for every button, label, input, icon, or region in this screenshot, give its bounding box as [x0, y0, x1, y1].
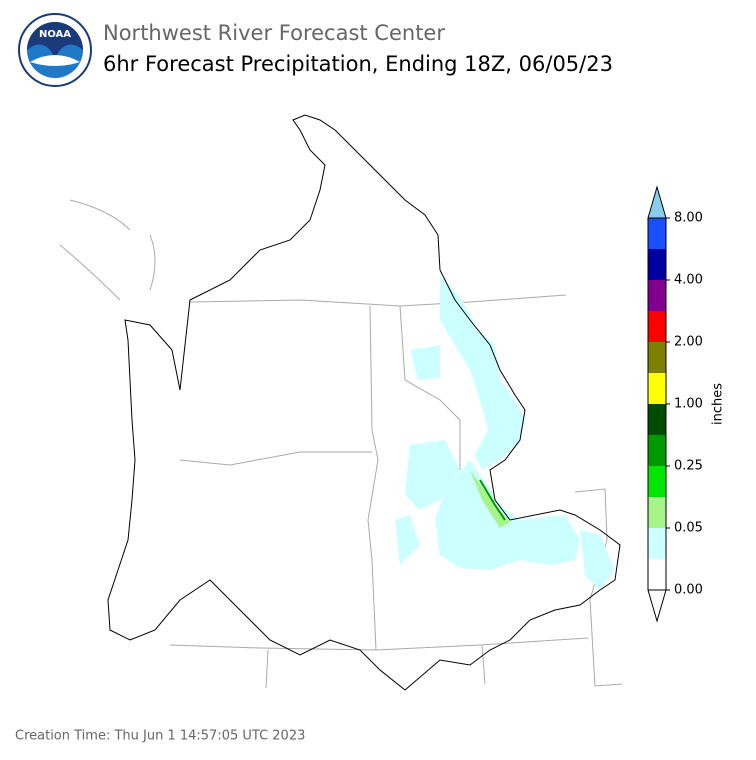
precipitation — [395, 275, 615, 590]
logo-text: NOAA — [39, 29, 71, 40]
creation-time: Creation Time: Thu Jun 1 14:57:05 UTC 20… — [15, 729, 305, 744]
colorbar-segment — [648, 218, 666, 249]
subtitle: 6hr Forecast Precipitation, Ending 18Z, … — [103, 52, 613, 76]
colorbar-tick-label: 1.00 — [674, 397, 703, 412]
logo: NOAA — [18, 13, 92, 87]
colorbar-segment — [648, 280, 666, 311]
colorbar-label: inches — [711, 383, 726, 425]
state-lines — [59, 199, 623, 689]
colorbar-tick-label: 4.00 — [674, 273, 703, 288]
colorbar-segment — [648, 559, 666, 590]
colorbar-segment — [648, 497, 666, 528]
colorbar-segment — [648, 249, 666, 280]
colorbar-segment — [648, 435, 666, 466]
colorbar-tick-label: 8.00 — [674, 211, 703, 226]
colorbar-segment — [648, 404, 666, 435]
colorbar: 0.00 0.05 0.25 1.00 2.00 4.00 8.00 — [647, 185, 703, 623]
colorbar-tick-label: 2.00 — [674, 335, 703, 350]
colorbar-over — [647, 185, 667, 219]
colorbar-tick-label: 0.25 — [674, 459, 703, 474]
colorbar-tick-label: 0.05 — [674, 521, 703, 536]
basin-outline — [107, 114, 621, 691]
colorbar-under — [647, 589, 667, 623]
colorbar-segment — [648, 373, 666, 404]
colorbar-segment — [648, 342, 666, 373]
colorbar-segment — [648, 311, 666, 342]
colorbar-segment — [648, 528, 666, 559]
colorbar-tick-label: 0.00 — [674, 583, 703, 598]
title: Northwest River Forecast Center — [103, 21, 445, 45]
colorbar-segment — [648, 466, 666, 497]
